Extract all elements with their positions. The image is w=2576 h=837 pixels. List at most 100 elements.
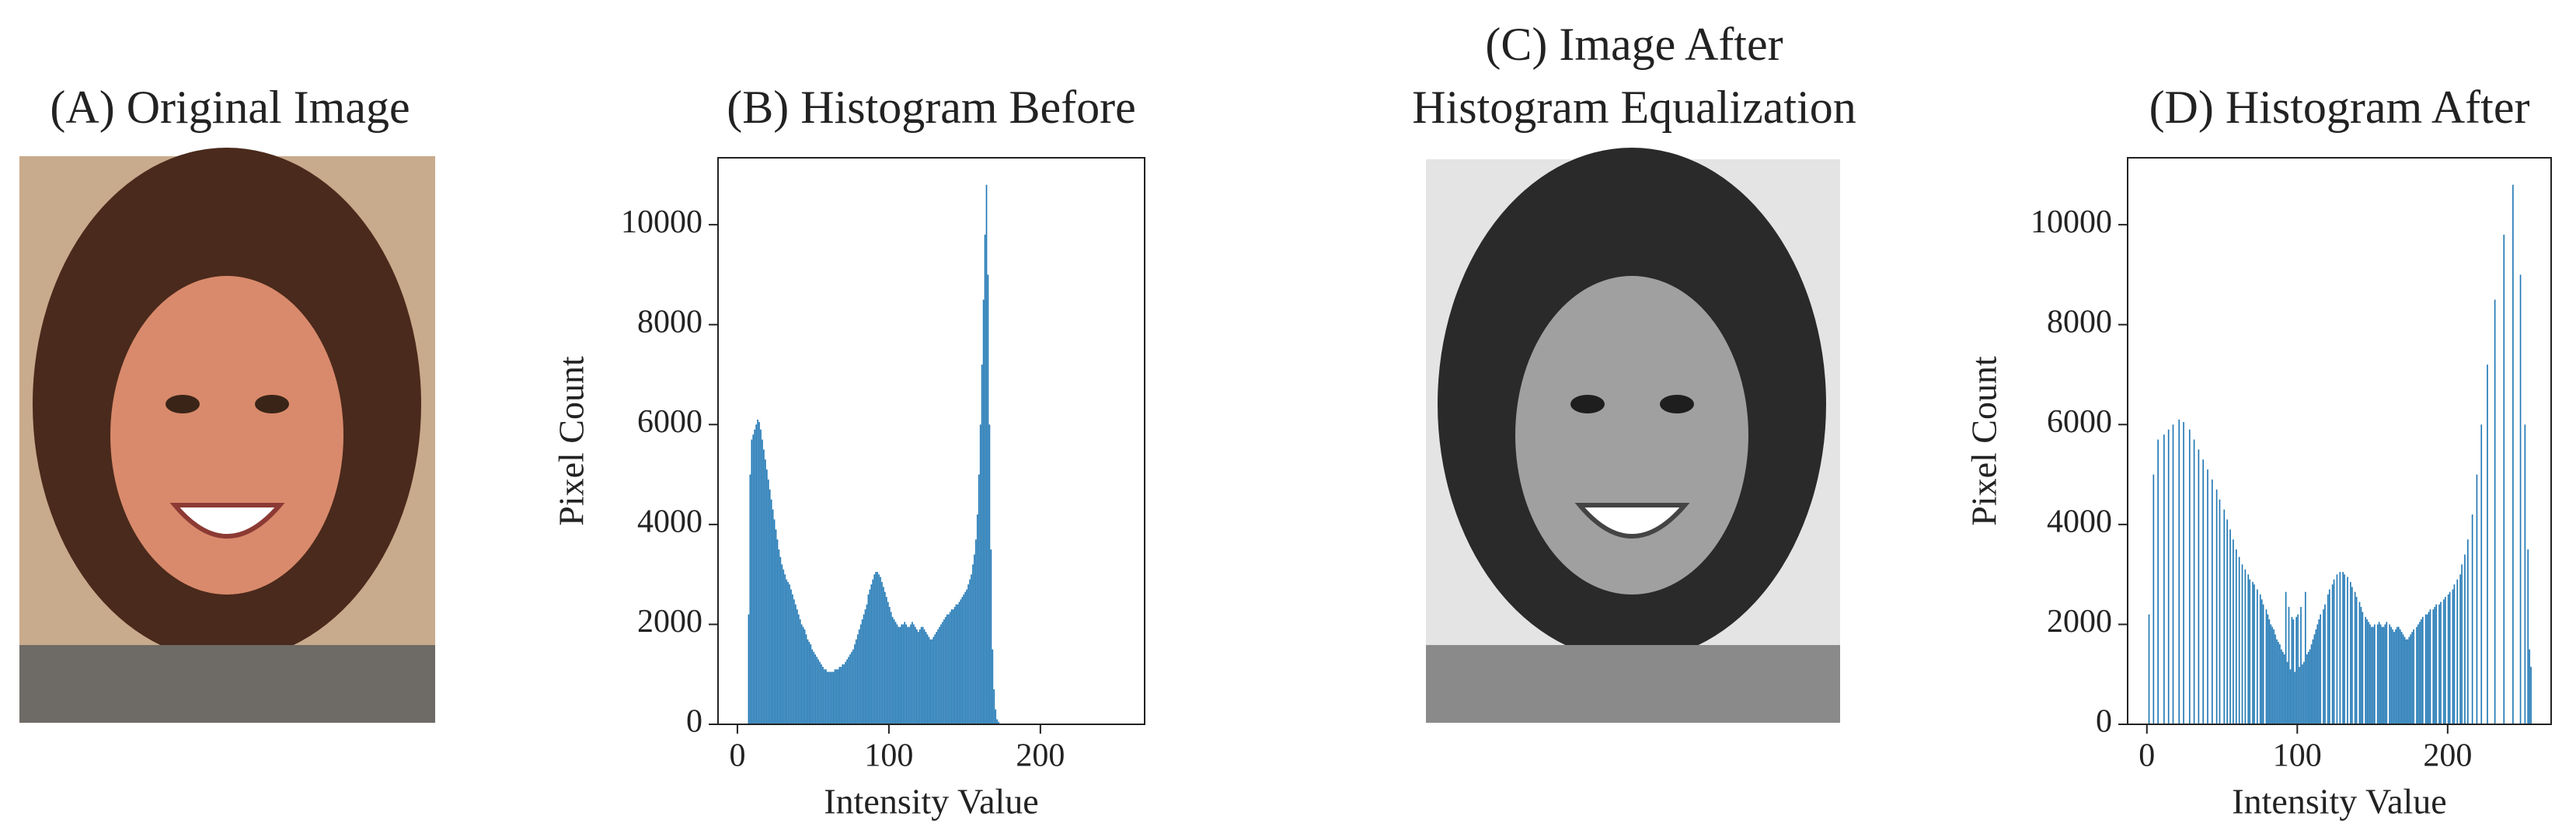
bar — [891, 616, 894, 724]
bar — [835, 669, 838, 724]
bar — [894, 622, 897, 724]
eye — [1660, 395, 1694, 413]
bar — [2219, 499, 2221, 724]
bar — [908, 626, 910, 724]
bar — [2309, 649, 2311, 724]
bar — [2447, 594, 2449, 724]
bar — [2344, 574, 2345, 724]
bar — [2374, 624, 2376, 724]
bar — [2183, 422, 2184, 724]
bar — [843, 664, 845, 724]
bar — [2372, 626, 2374, 724]
bar — [2360, 606, 2362, 724]
bar — [912, 622, 913, 724]
plot-frame — [717, 157, 1145, 725]
bar — [2278, 641, 2279, 724]
bar — [770, 499, 772, 724]
bar — [937, 629, 939, 724]
bar — [2390, 626, 2392, 724]
bar — [2303, 661, 2305, 724]
bar — [832, 671, 835, 724]
bar — [792, 594, 793, 724]
bar — [2331, 584, 2334, 724]
bar — [2288, 606, 2290, 724]
bar — [772, 509, 774, 724]
bar — [2262, 604, 2264, 724]
bar — [2198, 449, 2200, 724]
bar — [978, 474, 980, 724]
bar — [2381, 626, 2383, 724]
image-title: (C) Image After — [1485, 19, 1783, 70]
bar — [2519, 274, 2522, 724]
bar — [859, 624, 862, 724]
x-tick-label: 0 — [2139, 738, 2155, 774]
bar — [990, 549, 992, 724]
bar — [2386, 622, 2388, 724]
bar — [2494, 299, 2496, 725]
bar — [2426, 614, 2428, 724]
bar — [748, 614, 750, 724]
x-tick-label: 100 — [864, 738, 913, 774]
x-axis-label: Intensity Value — [2232, 782, 2446, 821]
x-tick-label: 0 — [729, 738, 745, 774]
bar — [967, 584, 969, 724]
bar — [2350, 581, 2351, 724]
bar — [2395, 629, 2396, 724]
bar — [2410, 634, 2412, 724]
bar — [2267, 614, 2269, 724]
bar — [2172, 424, 2174, 724]
bar — [932, 636, 935, 724]
bar — [789, 584, 790, 724]
bar — [796, 609, 798, 724]
image-title: Histogram Equalization — [1412, 82, 1856, 133]
bar — [2407, 639, 2409, 724]
bar — [943, 619, 945, 724]
bar — [834, 669, 836, 724]
bar — [981, 364, 983, 724]
bar — [2286, 661, 2288, 724]
bar — [922, 626, 924, 724]
eye — [166, 395, 200, 413]
bar — [2241, 564, 2243, 724]
bar — [866, 604, 868, 724]
bar — [2327, 594, 2329, 724]
bar — [988, 424, 991, 724]
bar — [2408, 636, 2410, 724]
bar — [2438, 604, 2440, 724]
bar — [2310, 644, 2313, 724]
bar — [2403, 636, 2406, 724]
bar — [2207, 469, 2208, 724]
bar — [807, 639, 809, 724]
y-axis-label: Pixel Count — [1964, 356, 2004, 526]
bar — [848, 657, 849, 724]
face — [110, 276, 343, 595]
bar — [971, 574, 972, 724]
bar — [2393, 632, 2395, 724]
bar — [2369, 624, 2371, 724]
bar — [826, 671, 828, 724]
bar — [2259, 594, 2261, 724]
chart-title: (B) Histogram Before — [727, 82, 1136, 133]
bar — [2378, 622, 2380, 724]
shirt — [1426, 645, 1840, 723]
smile — [1574, 503, 1690, 539]
bar — [2354, 591, 2356, 724]
bar — [2366, 619, 2368, 724]
bar — [2428, 612, 2430, 724]
bar — [2355, 597, 2358, 724]
bar — [2384, 624, 2386, 724]
bar — [919, 629, 921, 724]
y-tick-label: 6000 — [2047, 404, 2112, 440]
bar — [803, 629, 806, 724]
bar — [985, 184, 988, 724]
bar — [2397, 626, 2400, 724]
bar — [2443, 599, 2445, 724]
bar — [2265, 609, 2268, 724]
y-tick-label: 8000 — [2047, 304, 2112, 340]
bar — [2480, 424, 2483, 724]
bar — [886, 597, 887, 724]
bar — [2294, 671, 2296, 724]
x-tick-label: 100 — [2273, 738, 2322, 774]
bar — [842, 664, 844, 724]
